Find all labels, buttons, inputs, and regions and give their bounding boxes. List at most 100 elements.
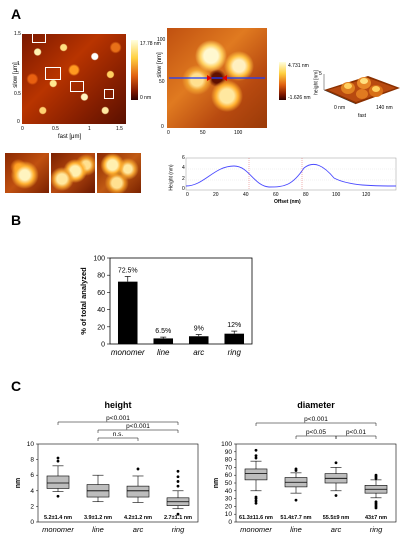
colorbar-main-top: 17.78 nm xyxy=(140,41,161,47)
profile-xtick-2: 40 xyxy=(243,192,249,198)
box-ytick-label: 0 xyxy=(228,519,232,526)
afm-main-ytick-1: 1 xyxy=(17,61,20,67)
box-ylabel: nm xyxy=(15,478,22,489)
afm-zoom-xtick-2: 100 xyxy=(234,130,243,136)
box-ytick-label: 8 xyxy=(30,457,34,464)
box-ytick-label: 0 xyxy=(30,519,34,526)
outlier-point xyxy=(254,497,258,500)
bar-value-arc: 9% xyxy=(194,326,204,333)
afm-3d-tick-start: 0 nm xyxy=(334,105,346,111)
box-plot-frame xyxy=(235,443,397,523)
bar-ytick-label: 80 xyxy=(97,273,105,280)
box-plot-frame xyxy=(37,443,199,523)
box-ytick-label: 40 xyxy=(225,488,233,495)
marker-right-icon xyxy=(222,75,227,81)
colorbar-zoom xyxy=(279,62,286,100)
bar-ylabel: % of total analyzed xyxy=(79,267,88,335)
outlier-point xyxy=(56,456,60,460)
bar-arc xyxy=(188,336,209,344)
significance-bracket xyxy=(97,429,179,433)
box-value-label: 51.4±7.7 nm xyxy=(280,515,311,521)
outlier-point xyxy=(254,448,258,452)
significance-bracket xyxy=(97,437,139,441)
outlier-point xyxy=(294,498,298,502)
significance-bracket xyxy=(255,422,377,426)
outlier-point xyxy=(176,484,180,488)
panel-label-c: C xyxy=(11,378,22,394)
bar-category-ring: ring xyxy=(228,348,242,357)
region-box-3 xyxy=(70,81,84,92)
box-ytick-label: 90 xyxy=(225,449,233,456)
profile-curve xyxy=(185,164,397,188)
bar-plot-frame xyxy=(109,257,253,345)
box-title: diameter xyxy=(297,400,335,410)
outlier-point xyxy=(56,494,60,498)
box-category-arc: arc xyxy=(133,525,144,534)
afm-main-xtick-3: 1.5 xyxy=(116,126,123,132)
significance-label: p<0.05 xyxy=(306,429,326,436)
box-monomer xyxy=(46,475,70,489)
outlier-point xyxy=(136,467,140,471)
bar-value-monomer: 72.5% xyxy=(118,267,138,274)
marker-left-icon xyxy=(207,75,212,81)
profile-xtick-6: 120 xyxy=(362,192,371,198)
colorbar-zoom-top: 4.731 nm xyxy=(288,63,309,69)
box-ytick-label: 30 xyxy=(225,496,233,503)
afm-3d-ztick: 5 xyxy=(319,71,322,77)
box-category-monomer: monomer xyxy=(42,525,74,534)
profile-ytick-3: 0 xyxy=(182,186,185,192)
box-category-ring: ring xyxy=(172,525,185,534)
box-value-label: 43±7 nm xyxy=(365,515,387,521)
profile-xtick-5: 100 xyxy=(332,192,341,198)
box-ytick-label: 10 xyxy=(27,441,35,448)
afm-main-image xyxy=(22,34,126,124)
afm-crop-1 xyxy=(5,153,49,193)
outlier-point xyxy=(374,506,378,510)
box-title: height xyxy=(105,400,132,410)
profile-xtick-0: 0 xyxy=(186,192,189,198)
box-ytick-label: 6 xyxy=(30,472,34,479)
box-category-ring: ring xyxy=(370,525,383,534)
afm-main-ytick-3: 0 xyxy=(17,119,20,125)
colorbar-main xyxy=(131,40,138,100)
afm-3d-tick-end: 140 nm xyxy=(376,105,393,111)
afm-main-xtick-1: 0.5 xyxy=(52,126,59,132)
profile-ytick-2: 2 xyxy=(182,176,185,182)
afm-crop-2 xyxy=(51,153,95,193)
box-ytick-label: 4 xyxy=(30,488,34,495)
region-box-4 xyxy=(104,89,114,99)
outlier-point xyxy=(294,469,298,472)
profile-ytick-0: 6 xyxy=(182,155,185,161)
panel-label-a: A xyxy=(11,6,22,22)
afm-main-xtick-0: 0 xyxy=(21,126,24,132)
box-chart-height: height 0 2 4 6 8 10 nm 5.2±1.4 nm monomer 3.9±1.2 … xyxy=(15,400,199,534)
profile-xtick-4: 80 xyxy=(303,192,309,198)
bar-value-ring: 12% xyxy=(227,322,241,329)
profile-ytick-1: 4 xyxy=(182,165,185,171)
bar-ytick-label: 100 xyxy=(93,256,105,263)
bar-line xyxy=(153,338,174,344)
profile-ylabel: Height (nm) xyxy=(168,164,175,191)
box-ytick-label: 100 xyxy=(221,441,232,448)
profile-xtick-1: 20 xyxy=(213,192,219,198)
outlier-point xyxy=(176,480,180,483)
box-category-line: line xyxy=(290,525,302,534)
box-ytick-label: 2 xyxy=(30,503,34,510)
box-arc xyxy=(126,485,150,498)
significance-label: p<0.001 xyxy=(304,416,328,423)
bar-category-monomer: monomer xyxy=(111,348,145,357)
box-value-label: 5.2±1.4 nm xyxy=(44,515,72,521)
afm-3d-xlabel: fast xyxy=(358,113,367,119)
afm-main-ytick-0: 1.5 xyxy=(14,31,21,37)
afm-main-xtick-2: 1 xyxy=(88,126,91,132)
panel-label-b: B xyxy=(11,212,22,228)
bar-chart: 0 20 40 60 80 100 % of total analyzed 72.5% mono… xyxy=(79,256,253,357)
afm-zoom-ytick-1: 50 xyxy=(159,79,165,85)
outlier-point xyxy=(254,456,258,460)
box-category-arc: arc xyxy=(331,525,342,534)
colorbar-zoom-bottom: -1.626 nm xyxy=(288,95,311,101)
outlier-point xyxy=(334,494,338,497)
afm-zoom-ytick-0: 100 xyxy=(157,37,166,43)
bar-ytick-label: 20 xyxy=(97,324,105,331)
significance-bracket xyxy=(335,435,377,439)
